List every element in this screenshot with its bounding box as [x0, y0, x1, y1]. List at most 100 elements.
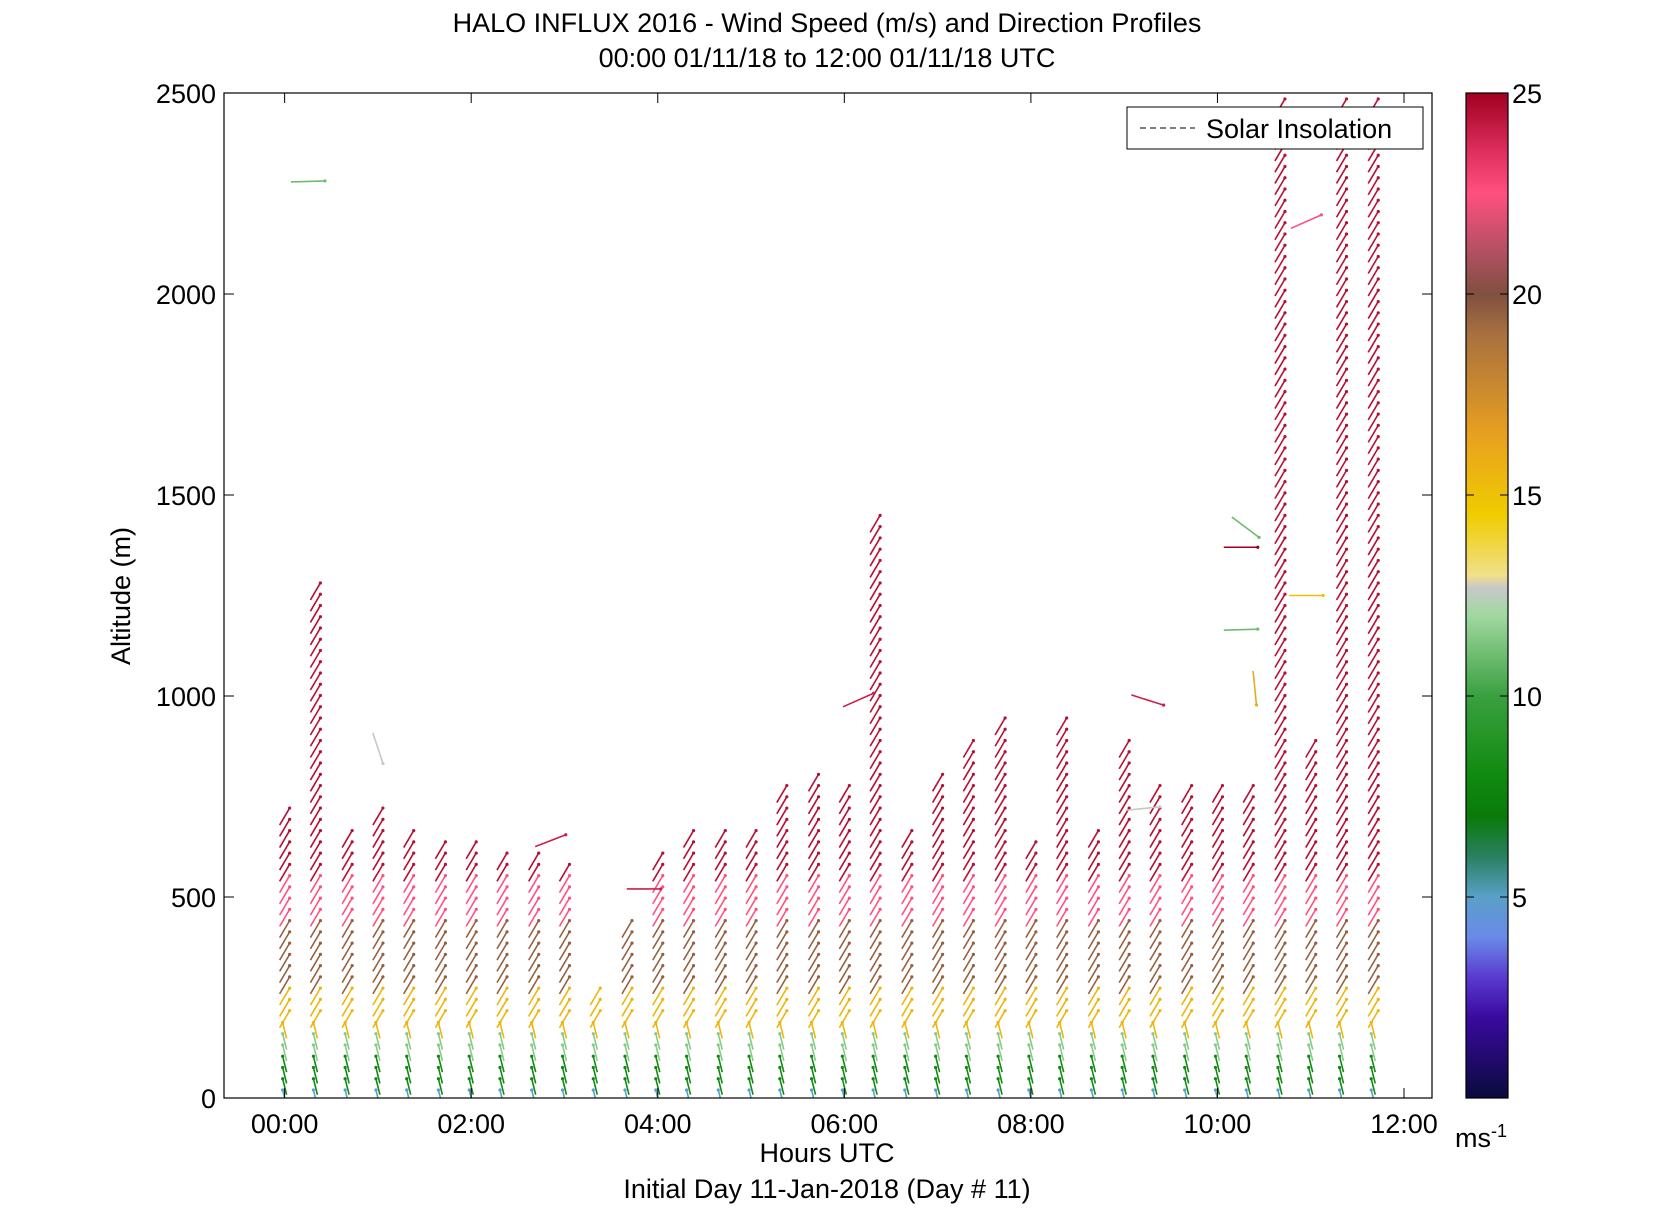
wind-vector: [869, 772, 882, 792]
wind-vector: [1213, 1043, 1221, 1062]
wind-vector: [1180, 817, 1194, 837]
wind-vector: [869, 603, 882, 623]
wind-vector: [807, 896, 821, 916]
wind-vector: [1211, 1009, 1225, 1029]
wind-vector: [1274, 1009, 1287, 1029]
wind-vector: [838, 986, 851, 1006]
wind-vector: [1089, 1043, 1097, 1062]
wind-vector: [1149, 930, 1162, 950]
wind-vector: [1274, 907, 1287, 927]
wind-vector: [1367, 851, 1380, 871]
wind-vector: [1274, 311, 1287, 331]
wind-vector: [1274, 525, 1287, 545]
wind-vector: [1274, 513, 1287, 533]
wind-vector: [465, 997, 478, 1017]
wind-vector: [684, 1054, 692, 1073]
wind-vector: [341, 840, 354, 860]
wind-vector: [1055, 851, 1069, 871]
wind-vector: [1335, 502, 1349, 522]
wind-vector: [1055, 896, 1069, 916]
wind-vector: [1211, 907, 1225, 927]
wind-vector: [807, 964, 821, 984]
wind-vector: [278, 930, 292, 950]
wind-vector: [1335, 299, 1349, 319]
wind-vector: [1087, 919, 1100, 939]
wind-vector: [1335, 232, 1349, 252]
wind-vector: [1274, 817, 1287, 837]
wind-vector: [903, 1032, 910, 1050]
wind-vector: [934, 1065, 941, 1084]
wind-vector: [1367, 581, 1380, 601]
wind-vector: [1149, 828, 1162, 848]
wind-vector: [434, 975, 448, 995]
wind-vector: [962, 885, 975, 905]
wind-vector: [1274, 401, 1287, 421]
wind-vector: [403, 907, 416, 927]
wind-vector: [591, 1065, 599, 1084]
wind-vector: [931, 772, 945, 792]
wind-vector: [403, 930, 416, 950]
wind-vector: [962, 738, 975, 758]
wind-vector: [1151, 1077, 1158, 1095]
wind-vector: [903, 1043, 910, 1062]
wind-vector: [1025, 997, 1038, 1017]
wind-vector: [1305, 930, 1318, 950]
y-axis-label: Altitude (m): [106, 527, 136, 665]
wind-vector: [1025, 930, 1038, 950]
wind-vector: [1211, 795, 1225, 815]
wind-vector: [838, 851, 851, 871]
wind-vector: [776, 986, 789, 1006]
wind-vector: [901, 986, 914, 1006]
wind-vector: [1058, 1054, 1065, 1073]
wind-vector: [372, 885, 385, 905]
wind-vector: [1055, 761, 1069, 781]
wind-vector: [964, 1077, 972, 1095]
wind-vector: [1055, 975, 1069, 995]
wind-vector: [962, 986, 975, 1006]
wind-vector: [436, 1077, 444, 1095]
wind-vector: [558, 986, 572, 1006]
wind-vector: [1367, 952, 1380, 972]
wind-vector: [996, 1032, 1003, 1050]
wind-vector: [465, 930, 478, 950]
wind-vector: [528, 896, 541, 916]
wind-vector: [994, 716, 1007, 736]
wind-vector: [1335, 851, 1349, 871]
wind-vector: [714, 919, 727, 939]
wind-vector: [1367, 761, 1380, 781]
wind-vector: [496, 919, 509, 939]
wind-vector: [341, 851, 354, 871]
wind-vector: [1337, 1043, 1345, 1062]
y-tick-label: 500: [171, 883, 216, 913]
wind-vector: [498, 1054, 505, 1073]
wind-vector: [869, 705, 882, 725]
wind-vector: [1120, 1032, 1127, 1050]
wind-vector: [1118, 761, 1131, 781]
wind-vector: [496, 896, 509, 916]
wind-vector: [1274, 840, 1287, 860]
x-axis: 00:00 02:00 04:00 06:00 08:00 10:00 12:00: [251, 93, 1438, 1139]
wind-vector: [1242, 907, 1255, 927]
wind-vector: [1367, 164, 1380, 184]
wind-vector: [869, 873, 882, 894]
wind-vector: [838, 1009, 851, 1029]
wind-vector: [309, 952, 323, 972]
wind-vector: [807, 1009, 821, 1029]
wind-vector: [1180, 941, 1194, 961]
wind-vector: [372, 873, 385, 894]
wind-vector: [652, 997, 665, 1017]
wind-vector: [1335, 795, 1349, 815]
wind-vector: [1087, 896, 1100, 916]
wind-vector: [1274, 930, 1287, 950]
wind-vector: [776, 806, 789, 826]
wind-vector: [528, 997, 541, 1017]
wind-vector: [1118, 738, 1131, 758]
wind-vector: [1180, 975, 1194, 995]
wind-vector: [1149, 862, 1162, 882]
wind-vector: [1274, 862, 1287, 882]
wind-vector: [1180, 896, 1194, 916]
wind-vector: [901, 964, 914, 984]
wind-vector: [682, 941, 696, 961]
wind-vector: [1335, 682, 1349, 702]
wind-vector: [1367, 502, 1380, 522]
